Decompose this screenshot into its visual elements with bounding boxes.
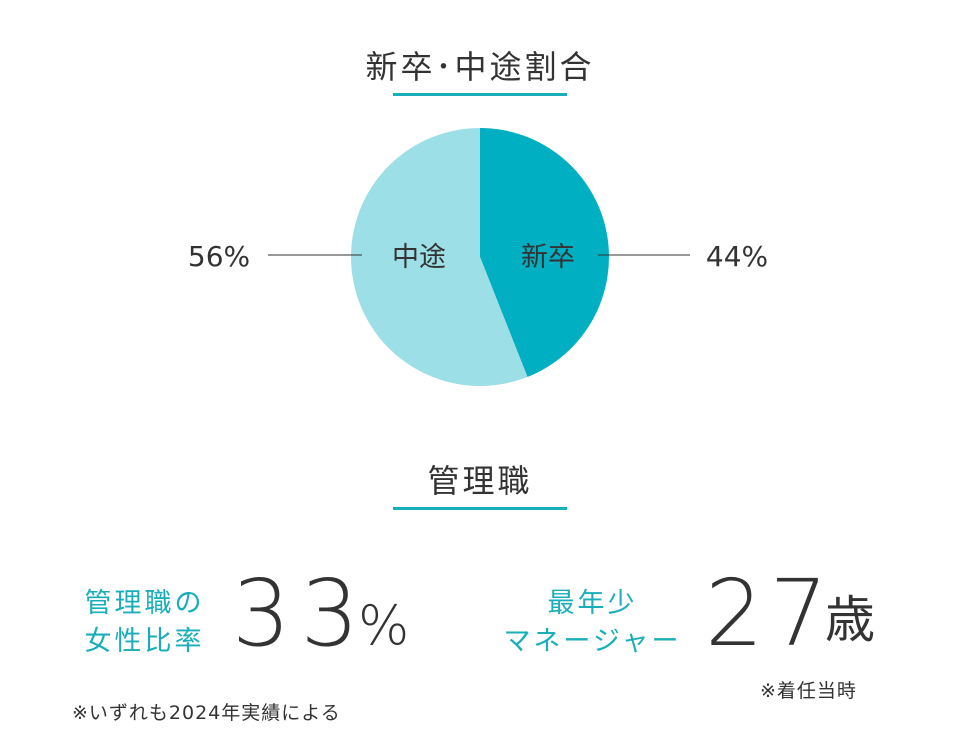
female-ratio-label-line2: 女性比率 xyxy=(84,626,205,657)
youngest-manager-note: ※着任当時 xyxy=(760,680,857,702)
youngest-manager-label-line2: マネージャー xyxy=(503,626,682,657)
slice-percent-1: 56% xyxy=(188,240,250,273)
management-title-underline xyxy=(393,507,567,510)
pie-slice-0 xyxy=(480,128,609,377)
female-ratio-label: 管理職の 女性比率 xyxy=(72,585,217,661)
slice-label-0: 新卒 xyxy=(521,242,575,273)
pie-slices: 新卒 中途 xyxy=(351,128,609,386)
pie-callouts: 44% 56% xyxy=(188,240,768,273)
youngest-manager-label: 最年少 マネージャー xyxy=(495,585,690,661)
youngest-manager-unit: 歳 xyxy=(825,591,875,649)
chart-title-underline xyxy=(393,93,567,96)
pie-slice-1 xyxy=(351,128,528,386)
female-ratio-unit: % xyxy=(358,594,410,657)
management-title: 管理職 xyxy=(427,462,533,500)
youngest-manager-value: 27 xyxy=(705,560,835,667)
youngest-manager-label-line1: 最年少 xyxy=(547,588,638,619)
slice-label-1: 中途 xyxy=(392,242,446,273)
chart-title: 新卒･中途割合 xyxy=(365,48,595,86)
pie-chart: 新卒 中途 44% 56% xyxy=(188,128,768,386)
footnote: ※いずれも2024年実績による xyxy=(72,702,341,724)
female-ratio-value: 33 xyxy=(232,560,370,667)
slice-percent-0: 44% xyxy=(706,240,768,273)
female-ratio-label-line1: 管理職の xyxy=(84,588,205,619)
